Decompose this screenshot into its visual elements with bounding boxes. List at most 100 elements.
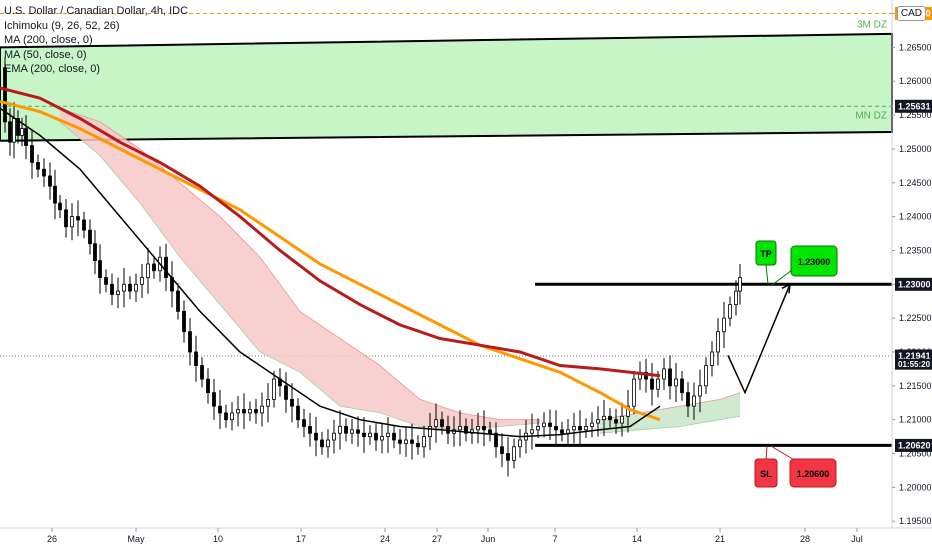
candle-body [272, 378, 276, 400]
candle-body [596, 419, 600, 424]
candle-body [512, 446, 516, 461]
x-tick-label: 10 [213, 534, 223, 544]
sl-tag [754, 458, 778, 488]
candle-body [140, 277, 144, 285]
legend-indicator-ichimoku[interactable]: Ichimoku (9, 26, 52, 26) [4, 19, 120, 32]
candle-body [386, 432, 390, 438]
candle-body [254, 409, 258, 414]
candle-body [584, 426, 588, 431]
candle-body [236, 409, 240, 414]
candle-body [230, 412, 234, 421]
candle-body [134, 283, 138, 292]
y-tick-label: 1.20000 [899, 482, 932, 492]
candle-body [146, 263, 150, 278]
candle-body [338, 426, 342, 434]
x-tick-label: 21 [715, 534, 725, 544]
candle-body [308, 426, 312, 434]
candle-body [8, 121, 12, 143]
candle-body [548, 422, 552, 427]
currency-badge[interactable]: CAD [896, 6, 926, 21]
candle-body [53, 185, 57, 204]
candle-body [392, 432, 396, 441]
candle-body [650, 378, 654, 390]
x-tick-label: Jul [851, 534, 863, 544]
candle-body [422, 436, 426, 448]
y-tick-label: 1.25500 [899, 110, 932, 120]
candle-body [326, 439, 330, 448]
candle-body [578, 426, 582, 431]
candle-body [734, 290, 738, 306]
candle-body [182, 310, 186, 333]
y-tick-label: 1.24000 [899, 212, 932, 222]
zone-3m-label: 3M DZ [857, 20, 887, 31]
candle-body [488, 429, 492, 434]
x-tick-label: May [127, 534, 145, 544]
candle-body [554, 426, 558, 431]
candle-body [88, 229, 92, 245]
candle-body [716, 331, 720, 353]
chart-legend: U.S. Dollar / Canadian Dollar, 4h, IDC I… [4, 4, 188, 77]
candle-body [128, 283, 132, 292]
candle-body [290, 398, 294, 407]
legend-indicator-ma200[interactable]: MA (200, close, 0) [4, 34, 93, 46]
candle-body [58, 202, 62, 211]
candle-body [260, 405, 264, 414]
candle-body [152, 263, 156, 272]
candle-body [428, 426, 432, 438]
y-tick-label: 1.22500 [899, 313, 932, 323]
price-label-text: 1.20620 [898, 440, 931, 450]
x-tick-label: 27 [432, 534, 442, 544]
candle-body [368, 432, 372, 438]
candle-body [188, 331, 192, 353]
tp-value-pointer [771, 269, 793, 286]
candle-body [176, 290, 180, 312]
legend-indicator-ema200[interactable]: EMA (200, close, 0) [4, 63, 100, 75]
candle-body [12, 118, 16, 143]
x-tick-label: 28 [800, 534, 810, 544]
y-tick-label: 1.21000 [899, 415, 932, 425]
candle-body [542, 422, 546, 427]
projection-path [727, 284, 791, 395]
candle-body [506, 453, 510, 461]
candle-body [164, 256, 168, 278]
candle-body [482, 426, 486, 431]
candle-body [194, 351, 198, 366]
candle-body [36, 162, 40, 170]
candle-body [380, 436, 384, 441]
candle-body [116, 290, 120, 295]
tp-value-tag [790, 245, 838, 277]
candle-body [356, 429, 360, 434]
ma50-line [0, 107, 661, 438]
candle-body [374, 432, 378, 441]
candle-body [64, 209, 68, 228]
candle-body [614, 419, 618, 424]
candle-body [398, 439, 402, 444]
kumo-bearish [60, 108, 540, 430]
candle-body [602, 415, 606, 421]
candle-body [674, 378, 678, 387]
candle-body [464, 426, 468, 434]
candle-body [218, 405, 222, 414]
candle-body [626, 405, 630, 417]
candle-body [200, 365, 204, 380]
candle-body [82, 219, 86, 231]
tp-tag-label: TP [760, 249, 772, 259]
candle-body [710, 351, 714, 366]
candle-body [76, 216, 80, 221]
candle-body [686, 392, 690, 407]
candle-body [476, 426, 480, 431]
candle-body [410, 439, 414, 444]
candle-body [24, 128, 28, 146]
sl-tag-pointer [765, 445, 768, 461]
candle-body [302, 419, 306, 427]
y-tick-label: 1.20500 [899, 449, 932, 459]
candle-body [212, 392, 216, 407]
candle-body [738, 277, 742, 292]
candle-body [284, 385, 288, 400]
price-label-text: 1.23000 [898, 279, 931, 289]
price-label-box [895, 438, 932, 452]
legend-indicator-ma50[interactable]: MA (50, close, 0) [4, 48, 87, 61]
sl-value-pointer [770, 445, 797, 462]
